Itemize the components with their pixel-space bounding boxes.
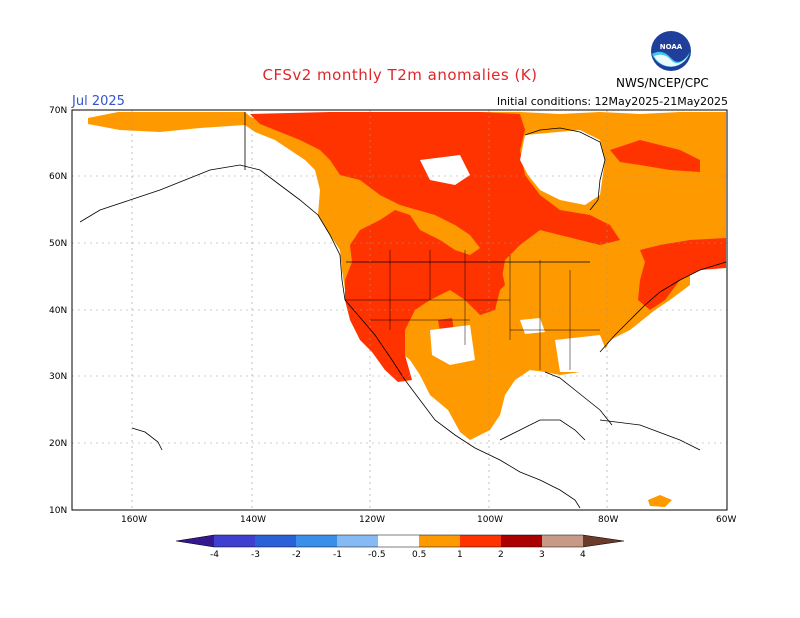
logo-text: NOAA (660, 43, 683, 51)
lon-label: 140W (240, 515, 266, 525)
colorbar-label: 0.5 (412, 550, 426, 560)
forecast-month: Jul 2025 (72, 94, 125, 109)
lat-label: 60N (49, 172, 67, 182)
lat-label: 30N (49, 372, 67, 382)
lat-label: 70N (49, 106, 67, 116)
lon-label: 100W (477, 515, 503, 525)
lon-label: 60W (716, 515, 736, 525)
lat-label: 20N (49, 439, 67, 449)
colorbar-swatch (337, 535, 378, 547)
longitude-labels: 160W 140W 120W 100W 80W 60W (121, 515, 736, 525)
anomaly-red-region (250, 112, 726, 382)
colorbar-label: -3 (251, 550, 260, 560)
colorbar-left-arrow (176, 535, 214, 547)
colorbar-swatch (419, 535, 460, 547)
colorbar-label: -2 (292, 550, 301, 560)
colorbar-label: 4 (580, 550, 586, 560)
graticule (72, 110, 727, 510)
colorbar-label: -0.5 (368, 550, 386, 560)
colorbar-label: 3 (539, 550, 545, 560)
neutral-regions (420, 130, 610, 372)
colorbar-label: -4 (210, 550, 219, 560)
colorbar-swatch (214, 535, 255, 547)
lat-label: 10N (49, 506, 67, 516)
agency-label: NWS/NCEP/CPC (616, 76, 709, 90)
political-boundaries (345, 250, 600, 370)
lon-label: 160W (121, 515, 147, 525)
colorbar-swatch (378, 535, 419, 547)
lat-label: 50N (49, 239, 67, 249)
colorbar-right-arrow (583, 535, 624, 547)
colorbar-label: 2 (498, 550, 504, 560)
colorbar: -4 -3 -2 -1 -0.5 0.5 1 2 3 4 (175, 534, 625, 560)
noaa-logo-icon: NOAA (651, 31, 691, 71)
lon-label: 80W (598, 515, 618, 525)
colorbar-swatch (460, 535, 501, 547)
initial-conditions: Initial conditions: 12May2025-21May2025 (496, 95, 728, 108)
coastline-outlines (79, 112, 727, 509)
colorbar-swatch (501, 535, 542, 547)
map-frame (71, 109, 728, 511)
colorbar-swatch (542, 535, 583, 547)
colorbar-label: 1 (457, 550, 463, 560)
colorbar-swatch (255, 535, 296, 547)
lat-label: 40N (49, 306, 67, 316)
map-title: CFSv2 monthly T2m anomalies (K) (262, 66, 538, 84)
latitude-labels: 70N 60N 50N 40N 30N 20N 10N (49, 106, 67, 516)
lon-label: 120W (359, 515, 385, 525)
colorbar-swatch (296, 535, 337, 547)
colorbar-label: -1 (333, 550, 342, 560)
